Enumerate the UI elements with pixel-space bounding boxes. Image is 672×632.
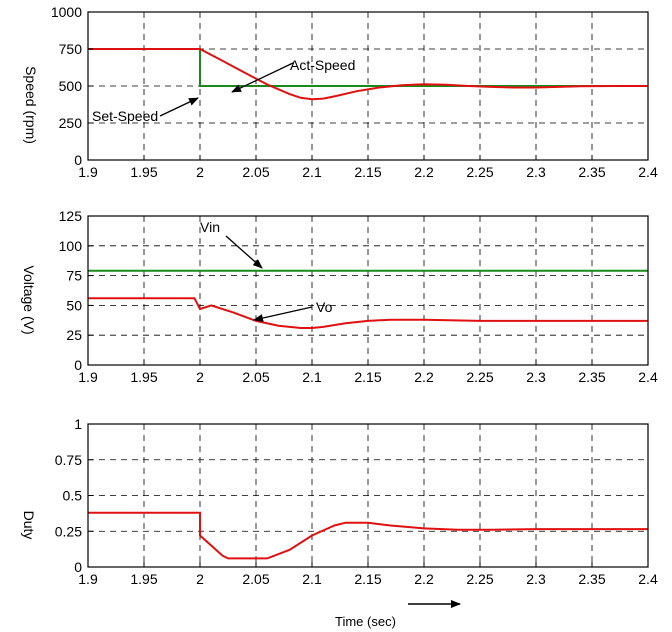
series-line-act-speed <box>88 48 648 101</box>
x-tick-label: 2.4 <box>638 164 658 180</box>
y-tick-label: 75 <box>66 268 82 284</box>
y-tick-label: 0.25 <box>55 523 82 539</box>
vo-annotation: Vo <box>316 299 333 315</box>
y-tick-label: 50 <box>66 297 82 313</box>
y-tick-label: 0 <box>74 152 82 168</box>
y-tick-label: 100 <box>59 238 83 254</box>
series-line-vo <box>88 297 648 329</box>
x-tick-label: 2.15 <box>354 164 381 180</box>
speed-axis-label: Speed (rpm) <box>23 66 39 144</box>
x-tick-label: 2.15 <box>354 571 381 587</box>
x-tick-label: 2.05 <box>242 571 269 587</box>
x-tick-label: 2.05 <box>242 369 269 385</box>
vo-arrow <box>253 306 313 322</box>
x-tick-label: 2.1 <box>302 164 322 180</box>
x-tick-label: 1.95 <box>130 369 157 385</box>
y-tick-label: 0.5 <box>63 488 83 504</box>
vin-arrow <box>225 235 263 269</box>
x-tick-label: 2.4 <box>638 369 658 385</box>
x-tick-label: 1.9 <box>78 369 98 385</box>
y-tick-label: 125 <box>59 208 83 224</box>
y-tick-label: 25 <box>66 327 82 343</box>
x-tick-label: 2.25 <box>466 164 493 180</box>
y-tick-label: 0.75 <box>55 452 82 468</box>
x-tick-label: 2.3 <box>526 369 546 385</box>
y-tick-label: 1000 <box>51 4 82 20</box>
y-tick-label: 500 <box>59 78 83 94</box>
speed-panel: 1.9 1.95 2 2.05 2.1 2.15 2.2 2.25 2.3 2.35 2.4 0 250… <box>51 4 658 180</box>
x-tick-label: 2.1 <box>302 369 322 385</box>
act-speed-annotation: Act-Speed <box>290 57 355 73</box>
set-speed-arrow <box>159 97 199 117</box>
x-tick-label: 1.9 <box>78 164 98 180</box>
act-speed-arrow <box>231 62 294 93</box>
x-tick-label: 1.95 <box>130 164 157 180</box>
x-tick-label: 2.35 <box>578 164 605 180</box>
x-tick-label: 2.2 <box>414 164 434 180</box>
x-tick-label: 2.25 <box>466 571 493 587</box>
vin-annotation: Vin <box>200 219 220 235</box>
y-tick-label: 250 <box>59 115 83 131</box>
duty-axis-label: Duty <box>21 511 37 540</box>
x-tick-label: 2 <box>196 571 204 587</box>
voltage-panel: 1.9 1.95 2 2.05 2.1 2.15 2.2 2.25 2.3 2.35 2.4 0 25 5… <box>59 208 658 385</box>
x-axis-label: Time (sec) <box>335 614 396 629</box>
y-tick-label: 0 <box>74 559 82 575</box>
x-tick-label: 2.15 <box>354 369 381 385</box>
x-tick-label: 2.2 <box>414 369 434 385</box>
set-speed-annotation: Set-Speed <box>92 108 158 124</box>
x-tick-label: 2 <box>196 369 204 385</box>
y-tick-label: 750 <box>59 41 83 57</box>
x-tick-label: 2.35 <box>578 369 605 385</box>
x-tick-label: 2.3 <box>526 571 546 587</box>
x-tick-label: 2.2 <box>414 571 434 587</box>
y-tick-label: 1 <box>74 416 82 432</box>
x-tick-label: 2 <box>196 164 204 180</box>
x-tick-label: 2.4 <box>638 571 658 587</box>
series-line-duty <box>88 511 648 560</box>
voltage-axis-label: Voltage (V) <box>21 265 37 334</box>
x-tick-label: 2.05 <box>242 164 269 180</box>
y-tick-label: 0 <box>74 357 82 373</box>
x-tick-label: 2.1 <box>302 571 322 587</box>
x-tick-label: 2.35 <box>578 571 605 587</box>
x-tick-label: 2.3 <box>526 164 546 180</box>
x-tick-label: 2.25 <box>466 369 493 385</box>
x-tick-label: 1.95 <box>130 571 157 587</box>
x-tick-label: 1.9 <box>78 571 98 587</box>
duty-panel: 1.9 1.95 2 2.05 2.1 2.15 2.2 2.25 2.3 2.35 2.4 0 0.2… <box>55 416 658 587</box>
